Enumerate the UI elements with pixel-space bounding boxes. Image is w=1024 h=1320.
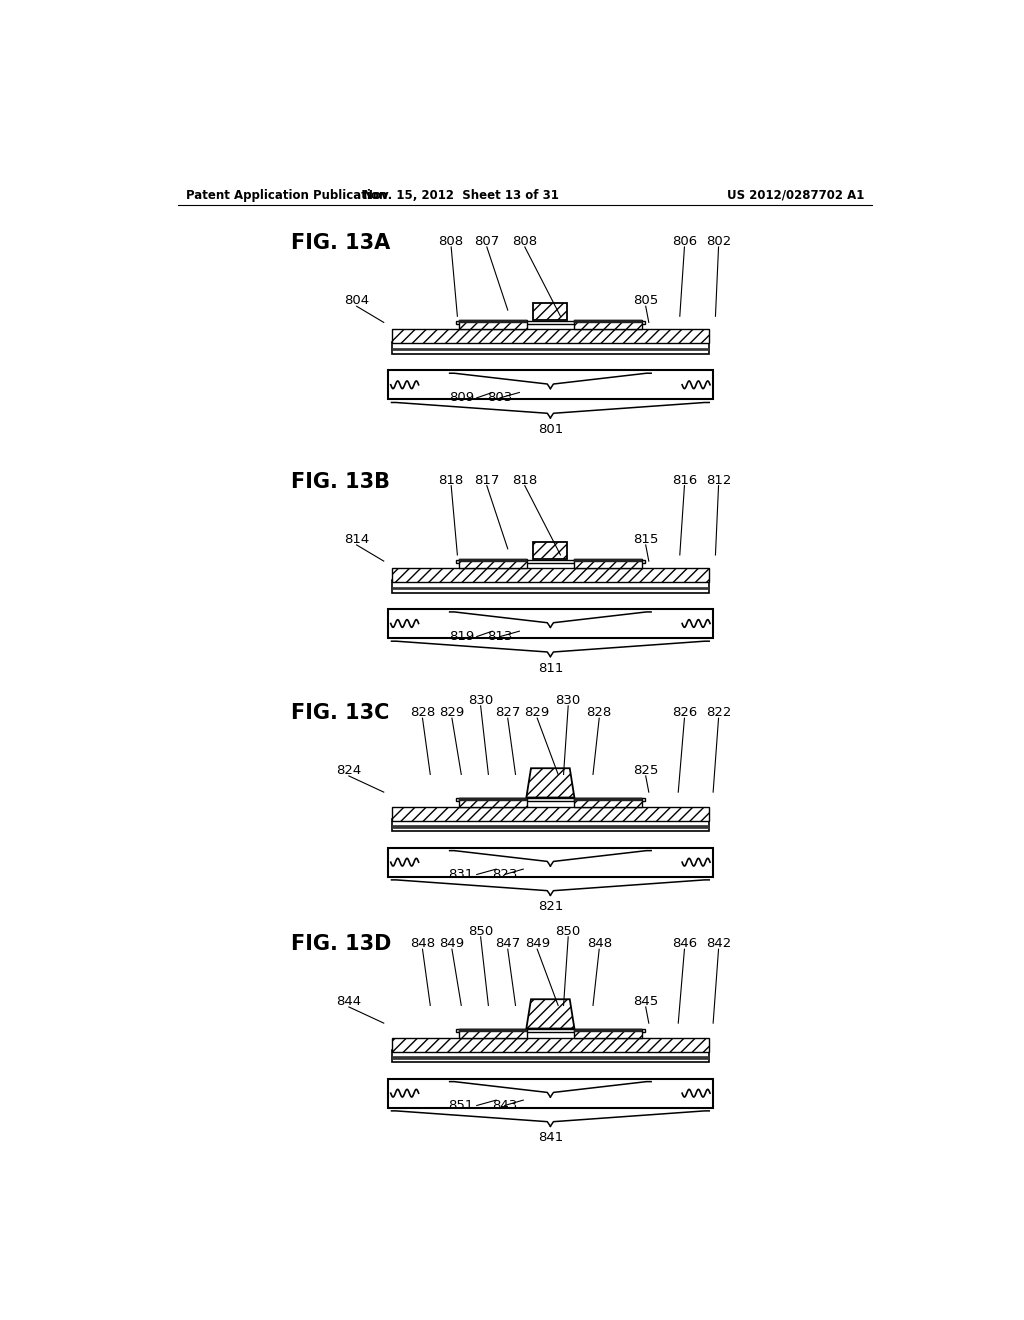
Text: 801: 801	[538, 422, 563, 436]
Bar	[391, 581, 710, 593]
Bar	[456, 1030, 645, 1032]
Text: 850: 850	[556, 925, 581, 939]
Bar	[459, 797, 527, 800]
Bar	[573, 321, 642, 323]
Text: 826: 826	[672, 706, 697, 719]
Text: 812: 812	[706, 474, 731, 487]
Bar	[388, 847, 713, 876]
Text: 830: 830	[468, 694, 494, 708]
Text: Patent Application Publication: Patent Application Publication	[186, 189, 387, 202]
Text: 846: 846	[672, 937, 697, 950]
Text: 823: 823	[492, 869, 517, 880]
Text: 848: 848	[587, 937, 611, 950]
Bar	[391, 342, 710, 354]
Text: 818: 818	[512, 474, 538, 487]
Bar	[459, 1028, 527, 1032]
Text: 845: 845	[633, 995, 658, 1008]
Bar	[573, 558, 642, 568]
Text: 805: 805	[633, 294, 658, 308]
Text: 844: 844	[336, 995, 361, 1008]
Text: FIG. 13D: FIG. 13D	[291, 933, 391, 954]
Bar	[459, 1028, 527, 1038]
Text: 828: 828	[410, 706, 435, 719]
Bar	[573, 558, 642, 562]
Text: US 2012/0287702 A1: US 2012/0287702 A1	[727, 189, 864, 202]
Text: 850: 850	[468, 925, 494, 939]
Bar	[573, 1028, 642, 1038]
Text: 830: 830	[556, 694, 581, 708]
Bar	[534, 304, 567, 321]
Text: FIG. 13C: FIG. 13C	[291, 702, 389, 723]
Bar	[534, 543, 567, 558]
Bar	[391, 348, 710, 350]
Polygon shape	[526, 999, 574, 1028]
Text: 803: 803	[487, 391, 513, 404]
Text: 843: 843	[492, 1100, 517, 1111]
Text: 808: 808	[438, 235, 464, 248]
Text: 802: 802	[706, 235, 731, 248]
Text: 818: 818	[438, 474, 464, 487]
Text: 811: 811	[538, 661, 563, 675]
Bar	[388, 609, 713, 638]
Text: 819: 819	[449, 630, 474, 643]
Polygon shape	[526, 768, 574, 797]
Text: 827: 827	[495, 706, 520, 719]
Text: 822: 822	[706, 706, 731, 719]
Text: 808: 808	[512, 235, 538, 248]
Bar	[391, 330, 710, 343]
Text: 842: 842	[706, 937, 731, 950]
Bar	[459, 797, 527, 807]
Text: 806: 806	[672, 235, 697, 248]
Bar	[456, 321, 645, 323]
Text: FIG. 13B: FIG. 13B	[291, 471, 390, 492]
Bar	[391, 568, 710, 582]
Text: 829: 829	[439, 706, 465, 719]
Text: 817: 817	[474, 474, 500, 487]
Bar	[388, 370, 713, 400]
Bar	[459, 558, 527, 562]
Text: 809: 809	[449, 391, 474, 404]
Text: 807: 807	[474, 235, 500, 248]
Text: 851: 851	[449, 1100, 474, 1111]
Bar	[391, 807, 710, 821]
Bar	[456, 799, 645, 801]
Text: 804: 804	[344, 294, 370, 308]
Bar	[573, 1028, 642, 1032]
Bar	[388, 1078, 713, 1107]
Text: 824: 824	[336, 764, 361, 777]
Text: 815: 815	[633, 533, 658, 546]
Bar	[573, 321, 642, 330]
Bar	[391, 825, 710, 828]
Text: 829: 829	[524, 706, 550, 719]
Text: 831: 831	[449, 869, 474, 880]
Bar	[391, 1038, 710, 1052]
Bar	[459, 321, 527, 330]
Text: 814: 814	[344, 533, 370, 546]
Bar	[573, 797, 642, 800]
Text: 848: 848	[410, 937, 435, 950]
Text: 849: 849	[524, 937, 550, 950]
Text: 841: 841	[538, 1131, 563, 1144]
Bar	[573, 797, 642, 807]
Text: Nov. 15, 2012  Sheet 13 of 31: Nov. 15, 2012 Sheet 13 of 31	[364, 189, 559, 202]
Bar	[459, 558, 527, 568]
Text: 828: 828	[587, 706, 611, 719]
Bar	[456, 560, 645, 562]
Bar	[391, 586, 710, 589]
Bar	[391, 818, 710, 832]
Text: 849: 849	[439, 937, 465, 950]
Bar	[391, 1056, 710, 1059]
Text: 813: 813	[487, 630, 513, 643]
Text: 821: 821	[538, 900, 563, 913]
Bar	[391, 1051, 710, 1063]
Bar	[459, 321, 527, 323]
Text: 816: 816	[672, 474, 697, 487]
Text: 847: 847	[496, 937, 520, 950]
Text: 825: 825	[633, 764, 658, 777]
Text: FIG. 13A: FIG. 13A	[291, 234, 390, 253]
